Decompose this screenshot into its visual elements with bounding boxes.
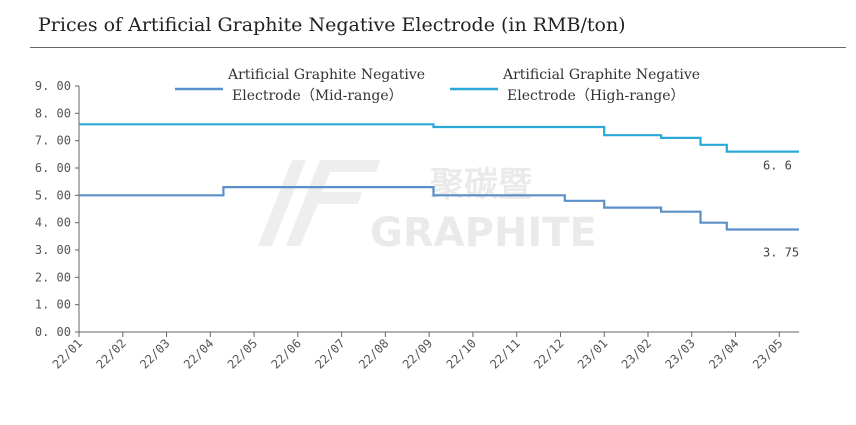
series-line-high-range bbox=[79, 123, 799, 153]
y-tick-label: 0. 00 bbox=[35, 325, 71, 339]
x-tick-label: 22/01 bbox=[50, 336, 85, 371]
x-tick-label: 23/01 bbox=[575, 336, 610, 371]
series-line-mid-range bbox=[79, 186, 799, 231]
y-tick-label: 9. 00 bbox=[35, 79, 71, 93]
x-tick-label: 22/04 bbox=[181, 336, 216, 371]
watermark-logo-mark bbox=[258, 160, 306, 246]
y-tick-label: 5. 00 bbox=[35, 188, 71, 202]
x-tick-label: 23/05 bbox=[750, 336, 785, 371]
y-tick-label: 1. 00 bbox=[35, 298, 71, 312]
y-tick-label: 4. 00 bbox=[35, 216, 71, 230]
x-tick-label: 22/12 bbox=[531, 336, 566, 371]
x-tick-label: 22/05 bbox=[225, 336, 260, 371]
watermark-brand: GRAPHITE bbox=[370, 210, 597, 256]
y-tick-label: 6. 00 bbox=[35, 161, 71, 175]
x-tick-label: 22/09 bbox=[400, 336, 435, 371]
x-tick-label: 22/11 bbox=[487, 336, 522, 371]
end-value-label-mid-range: 3. 75 bbox=[763, 246, 799, 260]
title-divider bbox=[30, 47, 846, 48]
y-tick-label: 8. 00 bbox=[35, 106, 71, 120]
x-tick-label: 22/02 bbox=[93, 336, 128, 371]
x-axis-ticks: 22/01 22/02 22/03 22/04 22/05 22/06 22/07 22/08… bbox=[50, 332, 785, 372]
chart-title: Prices of Artificial Graphite Negative E… bbox=[38, 14, 626, 36]
watermark-logo-mark bbox=[286, 160, 380, 246]
chart-axes bbox=[78, 86, 799, 333]
x-tick-label: 22/10 bbox=[444, 336, 479, 371]
x-tick-label: 22/06 bbox=[269, 336, 304, 371]
x-tick-label: 23/02 bbox=[619, 336, 654, 371]
y-tick-label: 7. 00 bbox=[35, 134, 71, 148]
end-value-labels: 3. 75 6. 6 bbox=[763, 159, 799, 260]
y-axis-ticks: 0. 00 1. 00 2. 00 3. 00 4. 00 5. 00 6. 00 7. 00… bbox=[35, 79, 79, 339]
watermark-logo: GRAPHITE 聚碳暨 bbox=[258, 160, 597, 256]
x-tick-label: 22/03 bbox=[137, 336, 172, 371]
y-tick-label: 3. 00 bbox=[35, 243, 71, 257]
y-tick-label: 2. 00 bbox=[35, 270, 71, 284]
end-value-label-high-range: 6. 6 bbox=[763, 159, 792, 173]
watermark-brand-cn: 聚碳暨 bbox=[429, 165, 532, 205]
legend-label-mid-range: Artificial Graphite Negative Electrode（Mi… bbox=[227, 67, 425, 104]
x-tick-label: 22/07 bbox=[312, 336, 347, 371]
legend-label-high-range: Artificial Graphite Negative Electrode（Hi… bbox=[502, 67, 700, 104]
x-tick-label: 23/04 bbox=[706, 336, 741, 371]
chart-legend: Artificial Graphite Negative Electrode（Mi… bbox=[175, 67, 700, 104]
x-tick-label: 22/08 bbox=[356, 336, 391, 371]
series-lines bbox=[79, 123, 799, 231]
x-tick-label: 23/03 bbox=[662, 336, 697, 371]
